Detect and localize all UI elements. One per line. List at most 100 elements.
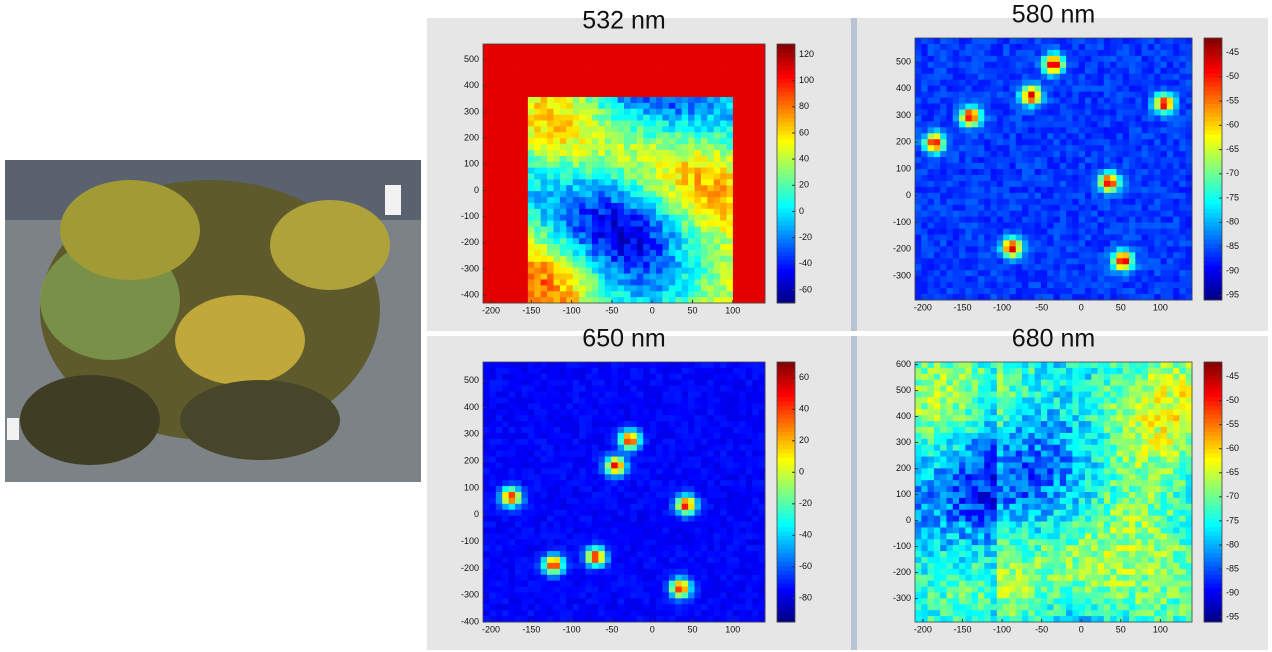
heatmap-cell (1116, 104, 1123, 110)
heatmap-cell (1085, 187, 1092, 193)
heatmap-cell (502, 551, 509, 557)
heatmap-cell (598, 457, 605, 463)
heatmap-cell (528, 462, 535, 468)
heatmap-cell (959, 139, 966, 145)
heatmap-cell (1167, 50, 1174, 56)
heatmap-cell (521, 226, 528, 232)
heatmap-cell (624, 209, 631, 215)
heatmap-cell (573, 362, 580, 368)
heatmap-cell (624, 256, 631, 262)
heatmap-cell (624, 221, 631, 227)
heatmap-cell (515, 91, 522, 97)
heatmap-cell (573, 91, 580, 97)
heatmap-cell (534, 557, 541, 563)
heatmap-cell (1123, 223, 1130, 229)
heatmap-cell (515, 97, 522, 103)
heatmap-cell (605, 256, 612, 262)
heatmap-cell (489, 197, 496, 203)
heatmap-cell (1161, 211, 1168, 217)
heatmap-cell (547, 551, 554, 557)
heatmap-cell (521, 486, 528, 492)
heatmap-cell (1009, 133, 1016, 139)
heatmap-cell (972, 151, 979, 157)
heatmap-cell (611, 97, 618, 103)
heatmap-cell (997, 163, 1004, 169)
heatmap-cell (650, 268, 657, 274)
heatmap-cell (1003, 62, 1010, 68)
heatmap-cell (502, 468, 509, 474)
heatmap-cell (959, 56, 966, 62)
heatmap-cell (1161, 205, 1168, 211)
heatmap-cell (643, 97, 650, 103)
heatmap-cell (984, 62, 991, 68)
heatmap-cell (940, 56, 947, 62)
heatmap-cell (1072, 80, 1079, 86)
heatmap-cell (1060, 109, 1067, 115)
heatmap-cell (1028, 139, 1035, 145)
heatmap-cell (534, 462, 541, 468)
heatmap-cell (959, 127, 966, 133)
heatmap-cell (560, 362, 567, 368)
heatmap-cell (566, 604, 573, 610)
heatmap-cell (573, 592, 580, 598)
heatmap-cell (1148, 151, 1155, 157)
heatmap-cell (1079, 235, 1086, 241)
heatmap-cell (972, 104, 979, 110)
heatmap-cell (566, 215, 573, 221)
heatmap-cell (547, 598, 554, 604)
heatmap-cell (489, 392, 496, 398)
heatmap-cell (1129, 205, 1136, 211)
heatmap-cell (541, 121, 548, 127)
heatmap-cell (965, 62, 972, 68)
heatmap-cell (541, 498, 548, 504)
heatmap-cell (630, 209, 637, 215)
heatmap-cell (746, 285, 753, 291)
heatmap-cell (1091, 68, 1098, 74)
heatmap-cell (1173, 223, 1180, 229)
heatmap-cell (1022, 288, 1029, 294)
heatmap-cell (921, 169, 928, 175)
heatmap-cell (579, 85, 586, 91)
heatmap-cell (515, 592, 522, 598)
heatmap-cell (528, 486, 535, 492)
heatmap-cell (573, 85, 580, 91)
heatmap-cell (1167, 127, 1174, 133)
heatmap-cell (554, 581, 561, 587)
heatmap-cell (534, 73, 541, 79)
heatmap-cell (1179, 282, 1186, 288)
heatmap-cell (509, 474, 516, 480)
heatmap-cell (675, 232, 682, 238)
heatmap-cell (650, 191, 657, 197)
heatmap-cell (598, 397, 605, 403)
heatmap-cell (521, 592, 528, 598)
heatmap-cell (1116, 38, 1123, 44)
heatmap-cell (752, 250, 759, 256)
heatmap-cell (560, 215, 567, 221)
heatmap-cell (915, 288, 922, 294)
heatmap-cell (720, 132, 727, 138)
heatmap-cell (928, 193, 935, 199)
heatmap-cell (675, 73, 682, 79)
heatmap-cell (618, 215, 625, 221)
heatmap-cell (547, 380, 554, 386)
heatmap-cell (1179, 157, 1186, 163)
heatmap-cell (605, 132, 612, 138)
heatmap-cell (921, 157, 928, 163)
heatmap-cell (541, 279, 548, 285)
heatmap-cell (739, 121, 746, 127)
heatmap-cell (528, 457, 535, 463)
heatmap-cell (1167, 92, 1174, 98)
heatmap-cell (554, 56, 561, 62)
heatmap-cell (1060, 157, 1067, 163)
heatmap-cell (637, 109, 644, 115)
heatmap-cell (978, 223, 985, 229)
heatmap-cell (1054, 169, 1061, 175)
heatmap-cell (605, 144, 612, 150)
heatmap-cell (688, 250, 695, 256)
heatmap-cell (483, 616, 490, 622)
colorbar-swatch (777, 273, 795, 278)
heatmap-cell (528, 103, 535, 109)
heatmap-cell (1072, 151, 1079, 157)
heatmap-cell (1041, 68, 1048, 74)
heatmap-cell (669, 197, 676, 203)
